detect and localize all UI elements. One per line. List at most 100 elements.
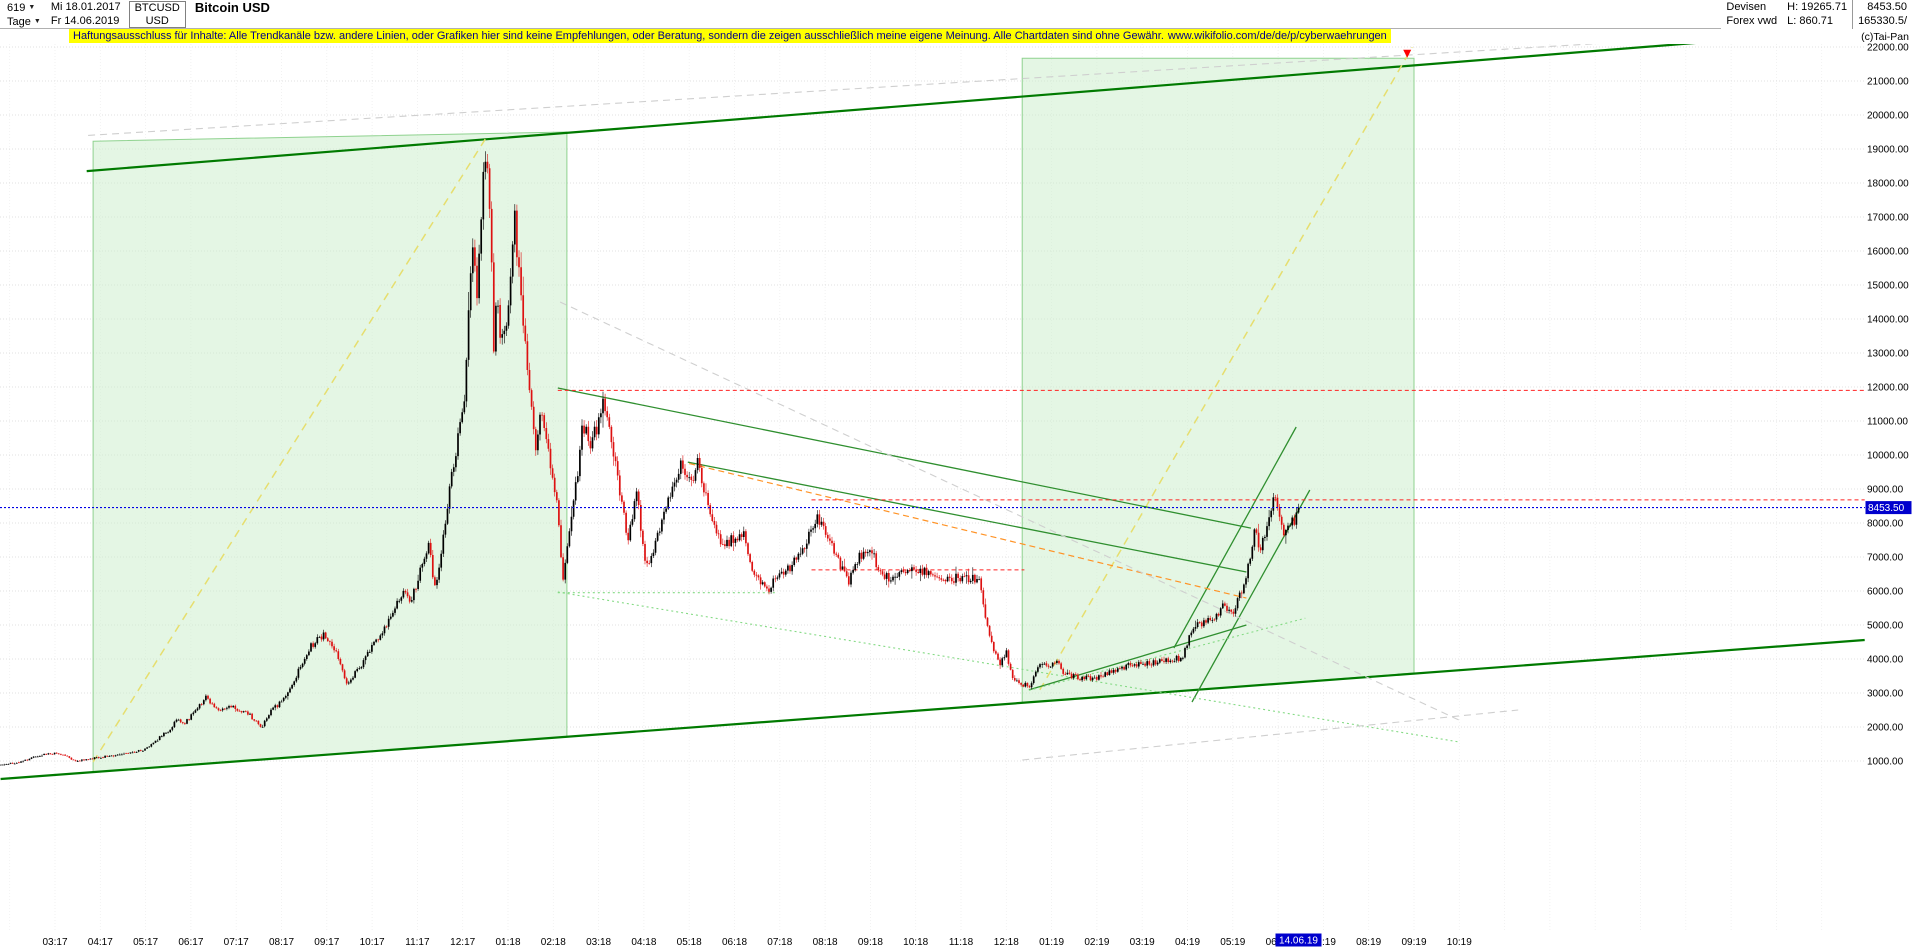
svg-text:10:17: 10:17: [360, 937, 385, 948]
svg-text:3000.00: 3000.00: [1867, 689, 1904, 700]
svg-text:11000.00: 11000.00: [1867, 417, 1908, 428]
svg-text:12:17: 12:17: [450, 937, 475, 948]
svg-text:5000.00: 5000.00: [1867, 621, 1904, 632]
svg-text:10:18: 10:18: [903, 937, 928, 948]
svg-text:21000.00: 21000.00: [1867, 77, 1909, 88]
volume-label: 165330.5/: [1858, 15, 1907, 27]
svg-text:10:19: 10:19: [1447, 937, 1472, 948]
bars-count: 619: [7, 2, 26, 14]
instrument-title: Bitcoin USD: [194, 0, 270, 15]
bars-count-dropdown[interactable]: 619 ▼: [7, 1, 41, 14]
svg-text:07:19: 07:19: [1311, 937, 1336, 948]
svg-text:12:18: 12:18: [994, 937, 1019, 948]
svg-text:09:19: 09:19: [1401, 937, 1426, 948]
line-downtrend-2018-b: [687, 461, 1247, 573]
y-axis-labels: 1000.00 2000.00 3000.00 4000.00 5000.00 6000.…: [1867, 43, 1909, 768]
svg-text:04:17: 04:17: [88, 937, 113, 948]
line-parabolic-2019: [1039, 46, 1413, 691]
trend-channel-regions[interactable]: [92, 57, 1415, 773]
region-rising-channel-2017: [92, 131, 568, 773]
period-label: Tage: [7, 16, 31, 28]
svg-text:05:17: 05:17: [133, 937, 158, 948]
symbol-label: BTCUSD: [134, 2, 180, 14]
last-price-label: 8453.50: [1867, 1, 1907, 13]
svg-text:8000.00: 8000.00: [1867, 519, 1904, 530]
svg-text:08:19: 08:19: [1356, 937, 1381, 948]
svg-text:01:18: 01:18: [495, 937, 520, 948]
svg-text:4000.00: 4000.00: [1867, 655, 1904, 666]
svg-text:08:17: 08:17: [269, 937, 294, 948]
svg-text:13000.00: 13000.00: [1867, 349, 1909, 360]
svg-text:18000.00: 18000.00: [1867, 179, 1909, 190]
line-old-channel-top: [88, 44, 1600, 136]
line-old-downtrend: [559, 301, 1460, 721]
candlesticks: [0, 151, 1300, 766]
disclaimer-url: www.wikifolio.com/de/de/p/cyberwaehrunge…: [1167, 29, 1391, 43]
svg-text:20000.00: 20000.00: [1867, 111, 1909, 122]
header-right: Devisen Forex vwd H: 19265.71 L: 860.71 …: [1721, 0, 1912, 29]
chevron-down-icon: ▼: [33, 18, 41, 25]
candle-bodies-down: [11, 161, 1296, 764]
last-price-axis-tag: 8453.50: [1865, 501, 1912, 515]
asset-class-label: Devisen: [1726, 1, 1767, 13]
candle-bodies-up: [0, 161, 1300, 766]
svg-text:7000.00: 7000.00: [1867, 553, 1904, 564]
period-dropdown[interactable]: Tage ▼: [7, 15, 41, 28]
symbol-box: BTCUSD USD: [128, 1, 186, 28]
svg-text:11:17: 11:17: [405, 937, 430, 948]
svg-text:10000.00: 10000.00: [1867, 451, 1909, 462]
svg-text:19000.00: 19000.00: [1867, 145, 1909, 156]
svg-text:06:18: 06:18: [722, 937, 747, 948]
svg-text:09:17: 09:17: [314, 937, 339, 948]
copyright-label: (c)Tai-Pan: [1861, 31, 1909, 43]
svg-text:04:19: 04:19: [1175, 937, 1200, 948]
svg-text:03:18: 03:18: [586, 937, 611, 948]
region-rising-channel-2019: [1021, 57, 1415, 704]
svg-text:07:17: 07:17: [224, 937, 249, 948]
line-rally-2019-base: [1028, 624, 1247, 691]
svg-text:05:19: 05:19: [1220, 937, 1245, 948]
svg-text:12000.00: 12000.00: [1867, 383, 1909, 394]
trend-lines[interactable]: [0, 37, 1865, 781]
header-bar: 619 ▼ Tage ▼ Mi 18.01.2017 Fr 14.06.2019…: [0, 0, 1912, 29]
end-date: Fr 14.06.2019: [50, 15, 120, 27]
disclaimer-banner: Haftungsausschluss für Inhalte: Alle Tre…: [69, 29, 1391, 43]
x-axis-labels: 03:17 04:17 05:17 06:17 07:17 08:17 09:17 10:17…: [42, 937, 1472, 948]
disclaimer-text: Haftungsausschluss für Inhalte: Alle Tre…: [69, 29, 1168, 43]
plot-area[interactable]: [0, 37, 1865, 932]
header-left: 619 ▼ Tage ▼ Mi 18.01.2017 Fr 14.06.2019…: [2, 0, 276, 29]
line-lows-line-dotted: [557, 591, 1460, 743]
svg-text:16000.00: 16000.00: [1867, 247, 1909, 258]
svg-text:06:17: 06:17: [178, 937, 203, 948]
svg-text:09:18: 09:18: [858, 937, 883, 948]
line-parabolic-2017: [92, 138, 486, 763]
svg-text:05:18: 05:18: [677, 937, 702, 948]
last-date-axis-tag: 14.06.19: [1275, 933, 1322, 947]
start-date: Mi 18.01.2017: [50, 1, 121, 13]
currency-label: USD: [145, 15, 169, 27]
svg-text:2000.00: 2000.00: [1867, 723, 1904, 734]
marker-triangle-down[interactable]: [1403, 49, 1412, 58]
svg-text:03:17: 03:17: [42, 937, 67, 948]
range-high-label: H: 19265.71: [1787, 1, 1848, 13]
svg-text:07:18: 07:18: [767, 937, 792, 948]
svg-text:11:18: 11:18: [949, 937, 974, 948]
svg-text:08:18: 08:18: [813, 937, 838, 948]
svg-text:1000.00: 1000.00: [1867, 757, 1904, 768]
line-downtrend-2018-a: [557, 387, 1252, 529]
svg-text:02:18: 02:18: [541, 937, 566, 948]
data-source-label: Forex vwd: [1726, 15, 1778, 27]
chevron-down-icon: ▼: [28, 4, 36, 11]
svg-text:04:18: 04:18: [631, 937, 656, 948]
line-lower-support-line: [0, 638, 1865, 781]
svg-text:9000.00: 9000.00: [1867, 485, 1904, 496]
svg-text:01:19: 01:19: [1039, 937, 1064, 948]
svg-text:22000.00: 22000.00: [1867, 43, 1909, 54]
range-low-label: L: 860.71: [1787, 15, 1833, 27]
horizontal-gridlines: [0, 46, 1865, 762]
svg-text:14.06.19: 14.06.19: [1279, 936, 1318, 947]
svg-text:14000.00: 14000.00: [1867, 315, 1909, 326]
svg-text:02:19: 02:19: [1084, 937, 1109, 948]
svg-text:03:19: 03:19: [1130, 937, 1155, 948]
